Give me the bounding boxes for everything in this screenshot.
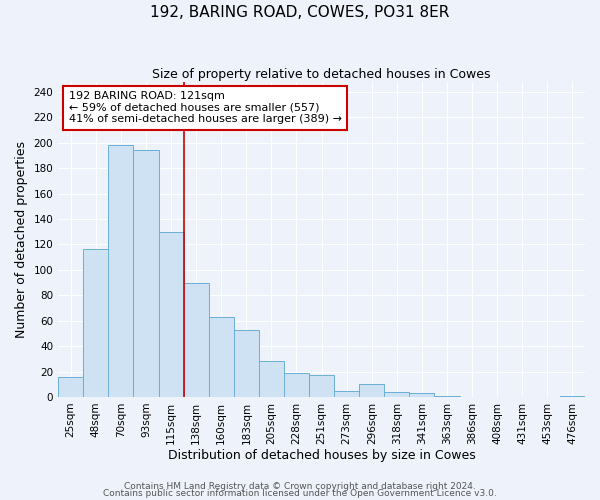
Bar bbox=[109, 145, 133, 397]
Bar bbox=[133, 150, 158, 397]
Text: Contains public sector information licensed under the Open Government Licence v3: Contains public sector information licen… bbox=[103, 489, 497, 498]
Bar bbox=[184, 282, 209, 397]
Bar bbox=[83, 250, 109, 397]
Text: Contains HM Land Registry data © Crown copyright and database right 2024.: Contains HM Land Registry data © Crown c… bbox=[124, 482, 476, 491]
Bar bbox=[259, 362, 284, 397]
Bar bbox=[309, 376, 334, 397]
Bar bbox=[158, 232, 184, 397]
Bar bbox=[385, 392, 409, 397]
Bar bbox=[334, 390, 359, 397]
Y-axis label: Number of detached properties: Number of detached properties bbox=[15, 141, 28, 338]
Bar bbox=[434, 396, 460, 397]
X-axis label: Distribution of detached houses by size in Cowes: Distribution of detached houses by size … bbox=[168, 450, 475, 462]
Text: 192, BARING ROAD, COWES, PO31 8ER: 192, BARING ROAD, COWES, PO31 8ER bbox=[151, 5, 449, 20]
Bar bbox=[209, 317, 234, 397]
Bar bbox=[359, 384, 385, 397]
Bar bbox=[560, 396, 585, 397]
Text: 192 BARING ROAD: 121sqm
← 59% of detached houses are smaller (557)
41% of semi-d: 192 BARING ROAD: 121sqm ← 59% of detache… bbox=[69, 91, 342, 124]
Bar bbox=[284, 373, 309, 397]
Bar bbox=[409, 393, 434, 397]
Bar bbox=[58, 376, 83, 397]
Bar bbox=[234, 330, 259, 397]
Title: Size of property relative to detached houses in Cowes: Size of property relative to detached ho… bbox=[152, 68, 491, 80]
